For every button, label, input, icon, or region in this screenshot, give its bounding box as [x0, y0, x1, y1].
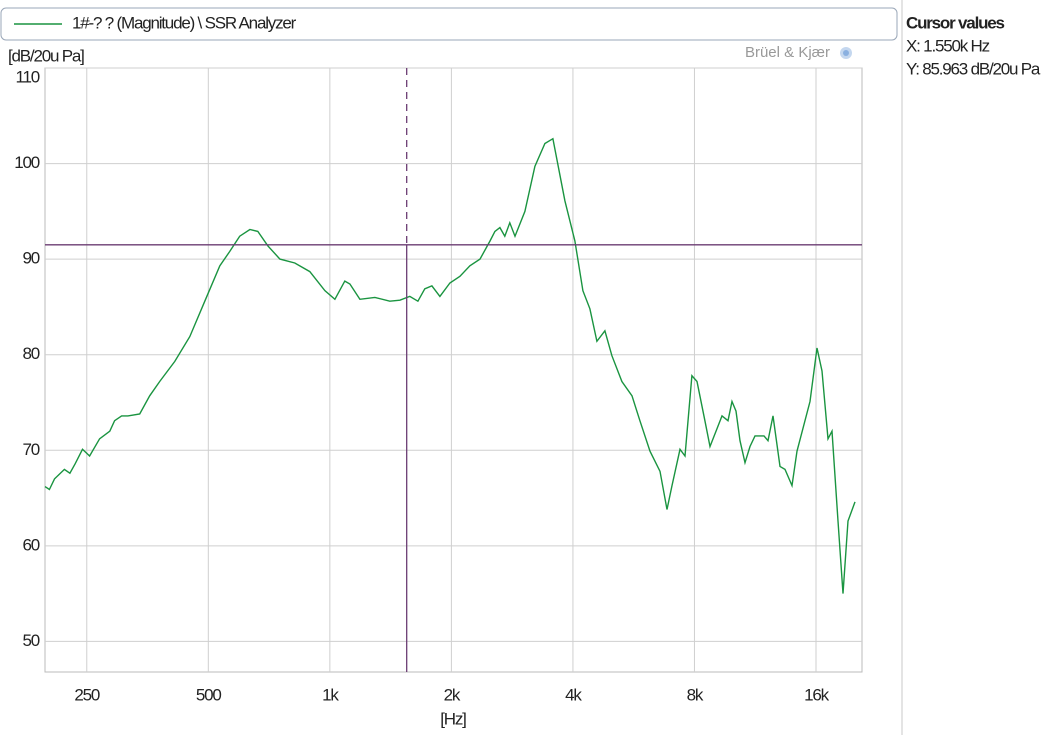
- y-tick-label: 90: [22, 249, 39, 268]
- x-tick-label: 500: [196, 685, 222, 704]
- x-tick-label: 250: [74, 685, 100, 704]
- x-tick-label: 1k: [322, 685, 339, 704]
- cursor-panel-title: Cursor values: [906, 13, 1005, 32]
- y-tick-label: 110: [15, 67, 39, 86]
- cursor-y-value: Y: 85.963 dB/20u Pa: [906, 59, 1041, 78]
- x-axis-label: [Hz]: [440, 709, 466, 728]
- x-tick-label: 8k: [687, 685, 704, 704]
- x-tick-label: 2k: [444, 685, 461, 704]
- y-tick-label: 50: [22, 631, 39, 650]
- y-tick-label: 100: [14, 153, 40, 172]
- x-tick-label: 16k: [804, 685, 830, 704]
- y-tick-label: 60: [22, 535, 39, 554]
- x-tick-label: 4k: [565, 685, 582, 704]
- legend-box: [0, 7, 898, 41]
- plot-area: [44, 67, 863, 673]
- y-tick-label: 70: [22, 440, 39, 459]
- cursor-x-value: X: 1.550k Hz: [906, 36, 990, 55]
- data-line: [44, 137, 856, 594]
- brand-logo: Brüel & Kjær: [745, 44, 830, 61]
- legend-label: 1#-? ? (Magnitude) \ SSR Analyzer: [72, 13, 297, 32]
- y-tick-label: 80: [22, 344, 39, 363]
- brand-mark: [840, 47, 852, 59]
- y-axis-label: [dB/20u Pa]: [8, 46, 84, 65]
